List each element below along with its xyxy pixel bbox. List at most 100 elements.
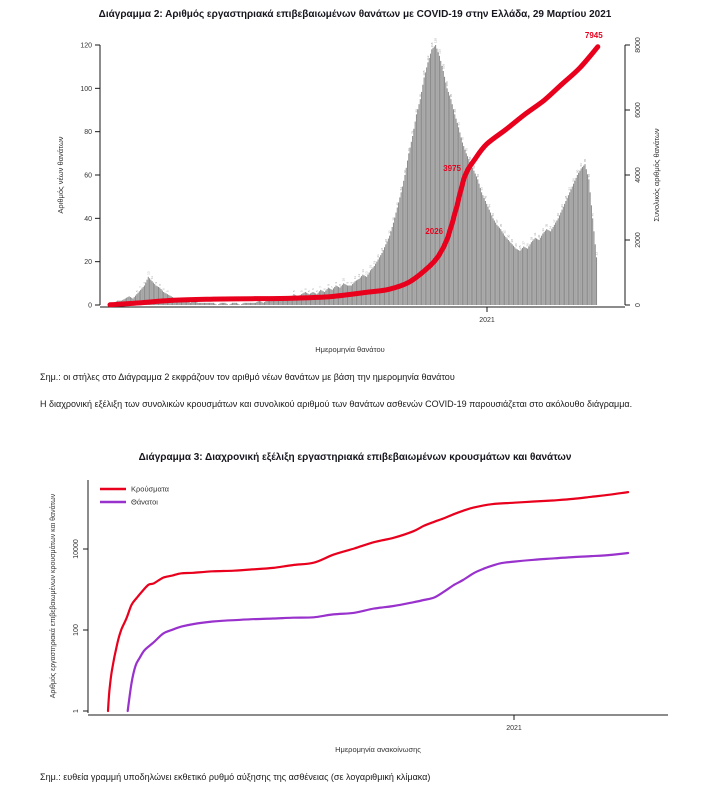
svg-text:95: 95 [418,93,422,97]
svg-text:13: 13 [146,271,150,275]
svg-text:28: 28 [510,239,514,243]
svg-text:34: 34 [549,226,553,230]
svg-text:37: 37 [552,219,556,223]
svg-text:7: 7 [330,286,334,288]
svg-text:60: 60 [84,173,92,180]
svg-text:22: 22 [595,252,599,256]
left-axis [95,44,101,306]
svg-text:28: 28 [384,239,388,243]
svg-text:32: 32 [388,230,392,234]
svg-text:11: 11 [353,276,357,279]
svg-text:6000: 6000 [635,102,642,118]
svg-text:40: 40 [556,213,560,217]
svg-text:0: 0 [635,303,642,307]
right-axis-title: Συνολικός αριθμός θανάτων [652,128,661,221]
body-paragraph: Η διαχρονική εξέλιξη των συνολικών κρουσ… [40,399,633,409]
svg-text:5: 5 [135,290,139,292]
svg-text:100: 100 [445,81,449,86]
svg-text:5: 5 [315,290,319,292]
svg-text:5: 5 [307,290,311,292]
svg-text:13: 13 [365,271,369,275]
svg-text:100: 100 [73,624,80,636]
svg-text:66: 66 [468,156,472,160]
cumulative-line [107,44,601,308]
svg-text:70: 70 [407,148,411,152]
svg-text:48: 48 [564,195,568,199]
svg-text:112: 112 [426,55,430,60]
svg-text:40: 40 [591,213,595,217]
x-tick-2021: 2021 [479,317,495,324]
deaths-line [126,551,630,713]
svg-text:25: 25 [518,245,522,249]
svg-text:9: 9 [142,282,146,284]
svg-text:45: 45 [395,202,399,206]
svg-text:58: 58 [476,174,480,178]
svg-text:75: 75 [460,137,464,141]
svg-text:78: 78 [411,130,415,134]
left-axis-labels: 0 20 40 60 80 100 120 Αριθμός νέων θανάτων [56,43,92,310]
svg-text:35: 35 [499,223,503,227]
svg-text:82: 82 [457,122,461,126]
svg-text:37: 37 [495,219,499,223]
left-axis [83,480,89,713]
svg-text:38: 38 [391,217,395,221]
figure2-note: Σημ.: οι στήλες στο Διάγραμμα 2 εκφράζου… [40,372,455,382]
svg-text:118: 118 [430,42,434,47]
svg-text:9: 9 [334,282,338,284]
x-axis-title: Ημερομηνία ανακοίνωσης [335,745,421,754]
legend-label: Κρούσματα [131,485,170,494]
svg-text:105: 105 [422,70,426,75]
svg-text:40: 40 [491,213,495,217]
svg-text:12: 12 [357,273,361,277]
svg-text:58: 58 [587,174,591,178]
svg-text:88: 88 [414,109,418,113]
svg-text:108: 108 [441,64,445,69]
svg-text:44: 44 [487,204,491,208]
svg-text:48: 48 [483,195,487,199]
svg-text:30: 30 [506,234,510,238]
svg-text:26: 26 [514,243,518,247]
legend-label: Θάνατοι [131,498,158,507]
svg-text:3975: 3975 [443,164,461,173]
svg-text:120: 120 [434,38,438,43]
svg-text:6: 6 [323,288,327,290]
x-axis [88,714,668,720]
svg-text:20: 20 [84,259,92,266]
svg-text:1: 1 [73,709,80,713]
svg-text:2026: 2026 [425,227,443,236]
svg-text:35: 35 [545,223,549,227]
svg-text:9: 9 [154,282,158,284]
svg-text:30: 30 [537,234,541,238]
svg-text:7945: 7945 [585,31,603,40]
svg-text:9: 9 [346,282,350,284]
svg-text:33: 33 [541,228,545,232]
svg-text:26: 26 [526,243,530,247]
deaths-bars [109,45,598,306]
svg-text:40: 40 [84,216,92,223]
left-axis-title: Αριθμός νέων θανάτων [56,136,65,213]
svg-text:8: 8 [326,284,330,286]
svg-text:11: 11 [150,276,154,279]
svg-text:5: 5 [300,290,304,292]
svg-text:32: 32 [503,230,507,234]
svg-text:14: 14 [361,269,365,273]
svg-text:18: 18 [372,260,376,264]
x-axis [100,306,625,312]
svg-text:16: 16 [369,265,373,269]
svg-text:24: 24 [380,247,384,251]
legend: Κρούσματα Θάνατοι [100,485,170,507]
svg-text:60: 60 [575,169,579,173]
figure3-note: Σημ.: ευθεία γραμμή υποδηλώνει εκθετικό … [40,772,431,782]
svg-text:115: 115 [437,49,441,54]
svg-text:9: 9 [349,282,353,284]
svg-text:88: 88 [453,109,457,113]
svg-text:62: 62 [472,165,476,169]
svg-text:4000: 4000 [635,167,642,183]
figure2-title: Διάγραμμα 2: Αριθμός εργαστηριακά επιβεβ… [98,9,612,20]
right-axis-labels: 0 2000 4000 6000 8000 Συνολικός αριθμός θανάτ… [635,37,661,307]
svg-text:63: 63 [579,163,583,167]
svg-text:56: 56 [572,178,576,182]
figure3-title: Διάγραμμα 3: Διαχρονική εξέλιξη εργαστηρ… [138,452,572,463]
